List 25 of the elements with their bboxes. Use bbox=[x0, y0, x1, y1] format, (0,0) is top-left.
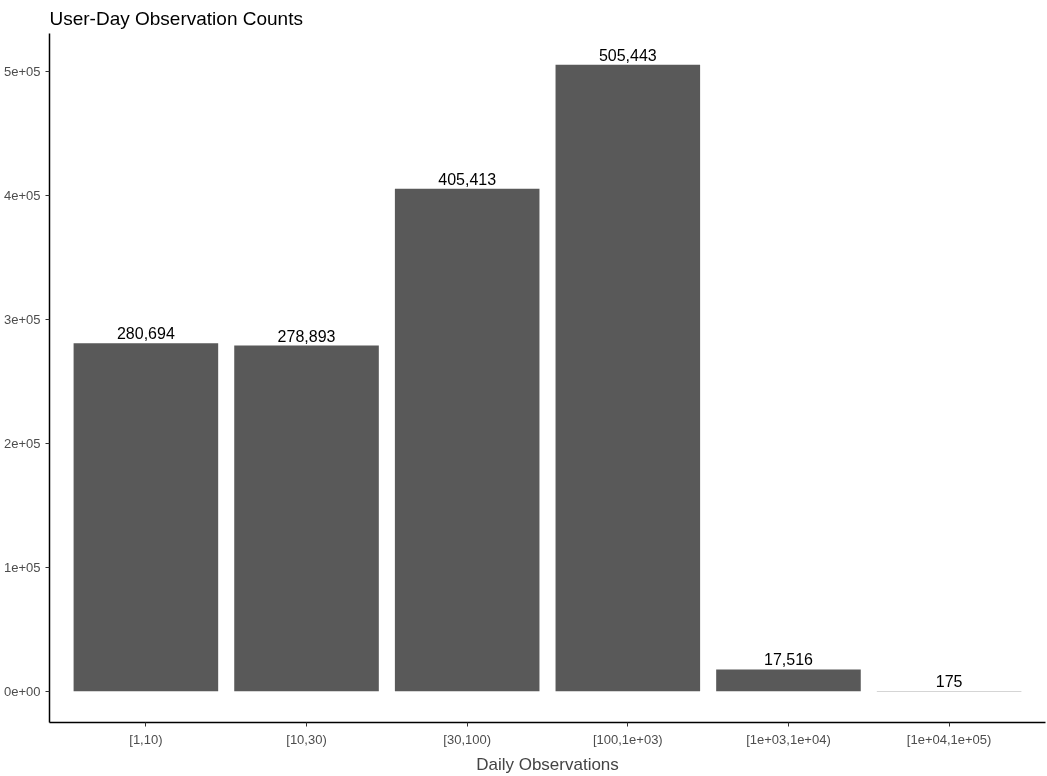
y-tick-label: 1e+05 bbox=[3, 559, 41, 575]
x-axis-title: Daily Observations bbox=[476, 754, 619, 774]
bar bbox=[394, 188, 540, 692]
x-tick-label: [100,1e+03) bbox=[592, 731, 663, 747]
data-label: 175 bbox=[935, 672, 963, 690]
data-label: 405,413 bbox=[438, 170, 497, 188]
y-tick-label: 3e+05 bbox=[3, 311, 41, 327]
x-tick-label: [1e+03,1e+04) bbox=[746, 731, 831, 747]
data-label: 17,516 bbox=[764, 651, 814, 669]
bar bbox=[716, 669, 861, 692]
data-label: 505,443 bbox=[598, 46, 657, 64]
y-tick-label: 5e+05 bbox=[3, 64, 41, 80]
x-tick-label: [10,30) bbox=[286, 731, 327, 747]
bar bbox=[234, 345, 379, 692]
y-tick-label: 4e+05 bbox=[3, 187, 41, 203]
x-tick-label: [1,10) bbox=[129, 731, 163, 747]
bar bbox=[555, 64, 701, 692]
x-tick-label: [30,100) bbox=[443, 731, 492, 747]
chart-title: User-Day Observation Counts bbox=[49, 7, 303, 29]
data-label: 280,694 bbox=[116, 325, 175, 343]
data-label: 278,893 bbox=[277, 327, 336, 345]
x-tick-label: [1e+04,1e+05) bbox=[906, 731, 992, 747]
y-tick-label: 2e+05 bbox=[3, 435, 41, 451]
y-tick-label: 0e+00 bbox=[3, 683, 41, 699]
bar bbox=[73, 343, 219, 692]
